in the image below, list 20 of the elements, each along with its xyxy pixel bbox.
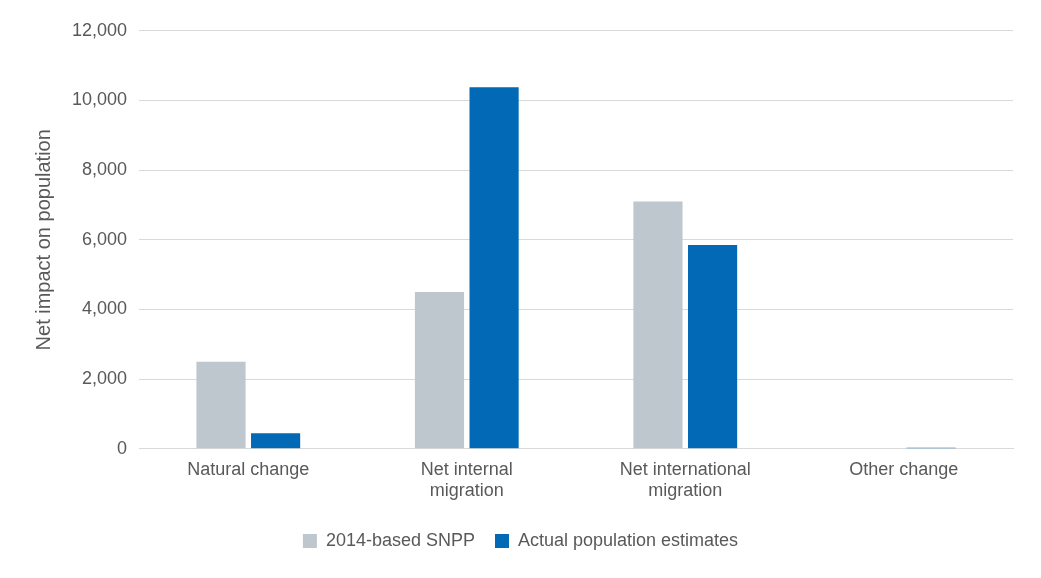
y-tick-label: 10,000 — [71, 89, 128, 110]
legend-label: 2014-based SNPP — [325, 529, 475, 550]
bar — [251, 433, 301, 449]
y-axis-title: Net impact on population — [31, 129, 54, 351]
y-tick-label: 8,000 — [82, 159, 128, 180]
x-tick-label: Net international migration — [619, 458, 751, 501]
bar — [196, 361, 246, 449]
bar — [633, 201, 683, 449]
x-tick-label: Net internal migration — [420, 458, 513, 501]
y-tick-label: 4,000 — [82, 298, 128, 319]
bar — [688, 245, 738, 449]
legend-label: Actual population estimates — [517, 529, 739, 550]
y-tick-label: 6,000 — [82, 228, 128, 249]
bar — [469, 87, 519, 449]
x-tick-label: Other change — [849, 458, 959, 479]
y-tick-label: 0 — [117, 437, 128, 458]
x-tick-label: Natural change — [187, 458, 310, 479]
y-tick-label: 12,000 — [71, 19, 128, 40]
y-tick-label: 2,000 — [82, 368, 128, 389]
bar — [414, 292, 465, 449]
